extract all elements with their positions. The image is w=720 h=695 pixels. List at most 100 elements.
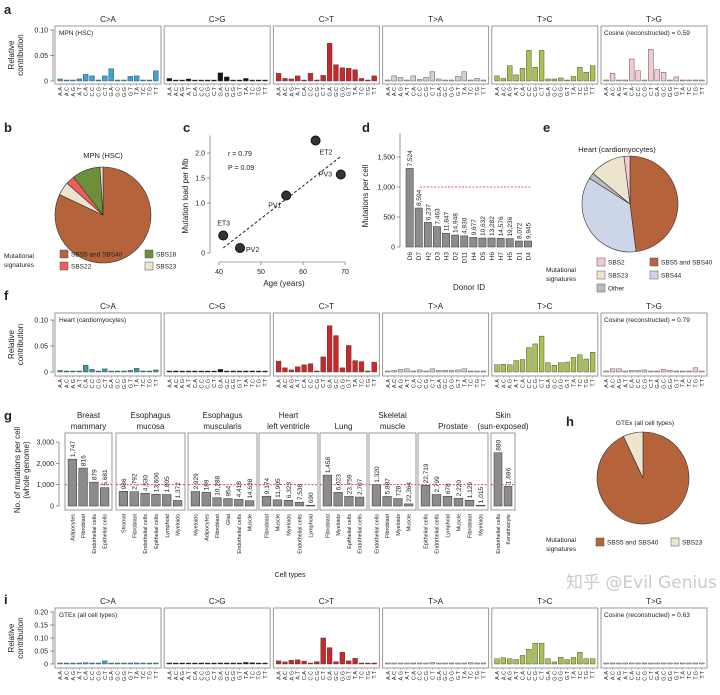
context-bar xyxy=(423,77,429,82)
context-bar xyxy=(307,73,314,82)
substitution-panel xyxy=(163,607,271,669)
context-bar xyxy=(57,662,63,665)
context-bar xyxy=(352,658,358,665)
cell-type-label: Epithelial cells xyxy=(347,514,353,549)
context-bar xyxy=(114,79,121,82)
context-bar xyxy=(83,365,89,373)
cell-type-label: Myeloids xyxy=(479,514,485,536)
context-label: G.A xyxy=(437,87,443,97)
context-label: C.C xyxy=(418,87,424,97)
context-label: C.T xyxy=(430,378,436,388)
context-bar xyxy=(538,50,545,82)
context-bar xyxy=(295,659,301,665)
tissue-title: Skeletal xyxy=(378,411,407,420)
context-label: C.C xyxy=(308,671,314,681)
tissue-title: mucosa xyxy=(136,422,165,431)
context-label: G.T xyxy=(456,86,462,96)
context-label: C.T xyxy=(103,378,109,388)
substitution-title: T>C xyxy=(537,302,553,311)
context-bar xyxy=(76,662,82,665)
context-label: G.T xyxy=(128,378,134,388)
context-label: G.A xyxy=(218,379,224,389)
context-label: G.C xyxy=(662,671,668,681)
context-label: A.T xyxy=(623,378,629,387)
context-label: C.T xyxy=(540,378,546,388)
context-bar xyxy=(301,660,307,665)
y-axis-label: contribution xyxy=(16,324,25,365)
context-bar xyxy=(339,367,345,373)
context-bar xyxy=(673,76,679,82)
context-bar xyxy=(114,370,121,373)
data-point xyxy=(310,135,321,146)
x-tick-label: 50 xyxy=(257,269,265,276)
context-label: T.T xyxy=(700,86,706,94)
context-bar xyxy=(70,79,76,82)
context-label: T.T xyxy=(700,670,706,678)
context-label: T.T xyxy=(372,670,378,678)
context-bar xyxy=(526,50,532,82)
context-bar xyxy=(480,662,487,665)
context-bar xyxy=(185,662,192,665)
legend-swatch xyxy=(596,270,606,280)
context-bar xyxy=(179,662,185,665)
context-label: G.T xyxy=(238,378,244,388)
context-label: T.T xyxy=(372,378,378,386)
bar-value-label: 690 xyxy=(308,492,315,503)
cell-type-bar xyxy=(475,504,486,507)
context-label: T.G xyxy=(366,379,372,388)
context-bar xyxy=(500,364,506,373)
context-label: T.A xyxy=(681,671,687,679)
y-axis-label: (whole genome) xyxy=(22,441,31,499)
y-axis-label: Relative xyxy=(7,623,16,652)
context-label: T.A xyxy=(135,87,141,95)
context-label: T.G xyxy=(257,87,263,96)
y-tick-label: 0.10 xyxy=(34,636,48,643)
legend-label: Other xyxy=(608,286,625,293)
context-bar xyxy=(320,637,326,665)
substitution-title: C>T xyxy=(319,15,334,24)
context-bar xyxy=(70,662,76,665)
context-bar xyxy=(513,659,519,665)
context-label: C.C xyxy=(90,87,96,97)
context-bar xyxy=(153,70,159,82)
y-tick-label: 1,500 xyxy=(377,155,395,162)
context-label: A.A xyxy=(277,87,283,96)
tissue-title: Esophagus xyxy=(130,411,170,420)
context-label: G.A xyxy=(546,671,552,681)
context-bar xyxy=(660,72,667,82)
context-label: G.G xyxy=(559,87,565,97)
cell-type-bar xyxy=(67,458,77,507)
context-bar xyxy=(545,362,551,373)
context-bar xyxy=(609,73,616,82)
context-bar xyxy=(230,79,236,82)
context-bar xyxy=(468,370,474,373)
context-bar xyxy=(507,658,513,665)
context-label: A.T xyxy=(77,86,83,95)
context-bar xyxy=(192,662,198,665)
context-bar xyxy=(205,370,211,373)
context-bar xyxy=(339,67,345,82)
sample-annotation: MPN (HSC) xyxy=(59,30,93,37)
context-bar xyxy=(603,370,609,373)
context-label: G.C xyxy=(225,671,231,681)
context-bar xyxy=(230,370,236,373)
donor-bar xyxy=(514,240,523,248)
cell-type-bar xyxy=(234,499,244,507)
cell-type-bar xyxy=(382,496,392,507)
donor-label: H3 xyxy=(444,252,451,261)
context-bar xyxy=(583,358,589,373)
context-bar xyxy=(57,370,63,373)
context-bar xyxy=(442,662,448,665)
context-label: A.T xyxy=(296,378,302,387)
context-label: C.C xyxy=(527,87,533,97)
context-bar xyxy=(461,71,467,82)
context-label: C.C xyxy=(527,671,533,681)
bar-value-label: 13,606 xyxy=(153,472,160,492)
context-label: G.A xyxy=(218,671,224,681)
context-label: C.C xyxy=(636,87,642,97)
context-label: G.T xyxy=(674,86,680,96)
pie-slice xyxy=(623,431,644,479)
context-label: G.C xyxy=(552,379,558,389)
context-bar xyxy=(558,657,564,665)
data-point xyxy=(335,169,346,180)
